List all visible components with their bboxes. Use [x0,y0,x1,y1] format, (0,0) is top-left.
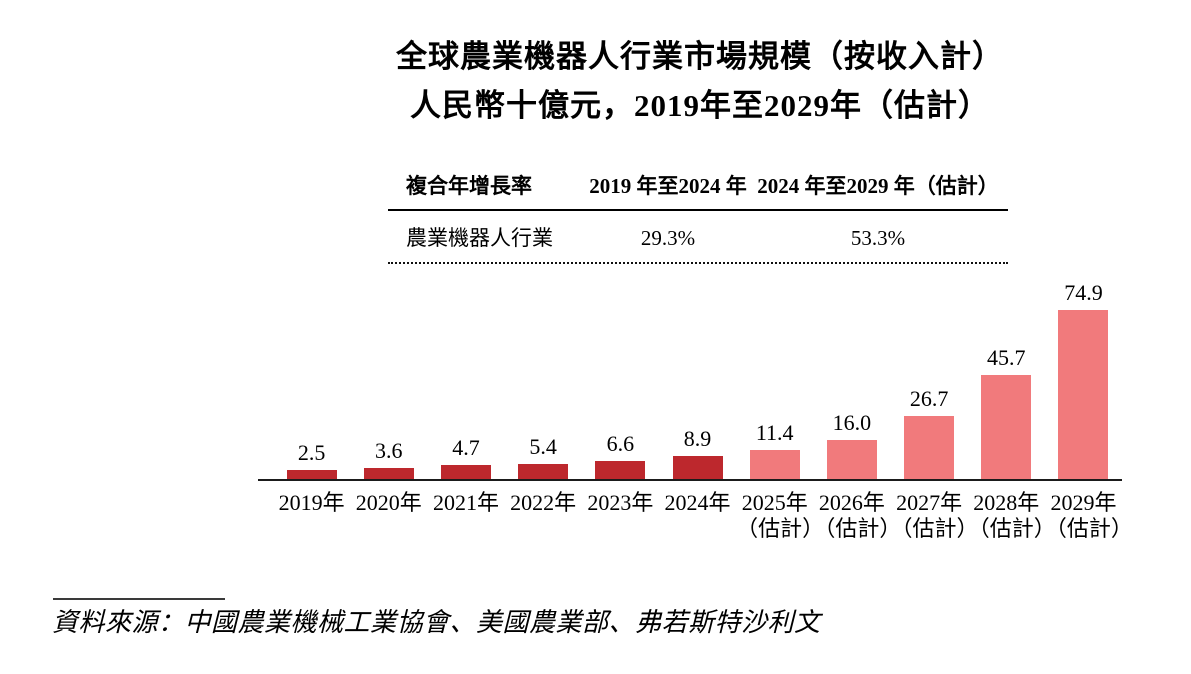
bar-slot: 5.4 [505,435,582,479]
x-axis-category-label: 2026年 （估計） [813,490,902,542]
bar-slot: 3.6 [350,439,427,479]
bar-value-label: 4.7 [452,435,480,460]
x-axis-year-label: 2020年 [355,490,422,515]
bar-value-label: 3.6 [375,438,403,463]
cagr-value-2019-2024: 29.3% [640,226,696,250]
x-axis-year-label: 2028年 [973,490,1040,515]
x-axis-year-label: 2023年 [587,490,654,515]
bar [981,375,1032,479]
bar-slot: 6.6 [582,432,659,479]
bar-chart-plot-area: 2.5 3.6 4.7 5.4 6.6 8.9 11.4 16.0 26.7 45.7 74.9 [258,281,1122,479]
bar [363,468,414,479]
x-axis-estimate-label: （估計） [967,516,1056,541]
bar-slot: 26.7 [891,387,968,479]
x-axis-year-label: 2021年 [432,490,499,515]
bar-value-label: 8.9 [683,426,712,451]
bar-slot: 45.7 [968,346,1045,479]
bar-value-label: 5.4 [529,434,557,459]
x-axis-labels: 2019年 2020年 2021年 2022年 2023年 2024年 2025年 （估計） 2… [258,490,1133,542]
x-axis-category-label: 2028年 （估計） [967,490,1056,542]
cagr-table-header-row: 複合年增長率 2019 年至2024 年 2024 年至2029 年（估計） [388,170,1008,211]
source-divider [53,598,225,600]
x-axis-category-label: 2020年 [350,490,427,542]
bar [286,470,337,479]
x-axis-category-label: 2029年 （估計） [1044,490,1133,542]
x-axis-estimate-label: （估計） [813,516,902,541]
bar-slot: 74.9 [1045,281,1122,479]
x-axis-year-label: 2025年 [741,490,808,515]
x-axis-year-label: 2029年 [1050,490,1117,515]
x-axis-category-label: 2023年 [582,490,659,542]
bar-value-label: 16.0 [832,410,872,435]
chart-title: 全球農業機器人行業市場規模（按收入計） 人民幣十億元，2019年至2029年（估… [340,32,1060,130]
bar-value-label: 2.5 [297,440,326,465]
bar [518,464,569,479]
bar [440,465,491,479]
bar-slot: 2.5 [273,441,350,479]
bar-value-label: 26.7 [909,386,949,411]
bar [904,416,955,479]
bar-chart: 2.5 3.6 4.7 5.4 6.6 8.9 11.4 16.0 26.7 45.7 74.9 2… [258,281,1133,542]
x-axis-estimate-label: （估計） [1044,516,1133,541]
x-axis-category-label: 2024年 [659,490,736,542]
bar [749,450,800,479]
bar-value-label: 74.9 [1064,280,1103,305]
bar [1058,310,1109,479]
bar-value-label: 11.4 [755,420,794,445]
bar-slot: 8.9 [659,427,736,479]
x-axis-category-label: 2025年 （估計） [736,490,825,542]
x-axis-year-label: 2024年 [664,490,731,515]
bar-value-label: 6.6 [606,431,635,456]
cagr-header-period-2019-2024: 2019 年至2024 年 [589,174,747,198]
x-axis-category-label: 2021年 [427,490,504,542]
cagr-header-period-2024-2029: 2024 年至2029 年（估計） [757,174,999,198]
x-axis-year-label: 2027年 [896,490,963,515]
x-axis-category-label: 2019年 [273,490,350,542]
cagr-table: 複合年增長率 2019 年至2024 年 2024 年至2029 年（估計） 農… [388,170,1008,264]
cagr-value-2024-2029: 53.3% [850,226,906,250]
chart-title-line2: 人民幣十億元，2019年至2029年（估計） [410,88,990,123]
bar-value-label: 45.7 [987,345,1026,370]
bar [672,456,723,479]
bar-slot: 11.4 [736,421,813,479]
cagr-row-label: 農業機器人行業 [406,226,553,250]
bar [826,440,877,479]
x-axis-estimate-label: （估計） [736,516,825,541]
x-axis-category-label: 2027年 （估計） [890,490,979,542]
source-text: 資料來源：中國農業機械工業協會、美國農業部、弗若斯特沙利文 [52,608,821,637]
bar [595,461,646,479]
bar-slot: 4.7 [427,436,504,479]
cagr-table-data-row: 農業機器人行業 29.3% 53.3% [388,211,1008,264]
cagr-header-metric: 複合年增長率 [406,174,532,198]
x-axis-year-label: 2022年 [510,490,577,515]
x-axis-category-label: 2022年 [505,490,582,542]
chart-title-line1: 全球農業機器人行業市場規模（按收入計） [396,39,1004,74]
x-axis-estimate-label: （估計） [890,516,979,541]
bar-slot: 16.0 [813,411,890,479]
x-axis-year-label: 2026年 [818,490,885,515]
x-axis-year-label: 2019年 [278,490,345,515]
x-axis-line [258,479,1122,481]
